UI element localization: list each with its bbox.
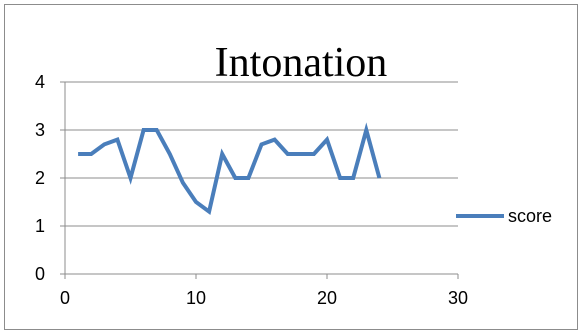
x-tick-labels: 0 10 20 30 (60, 288, 468, 308)
series-line-score (78, 122, 382, 216)
axes (60, 81, 459, 279)
series-layer (78, 122, 382, 216)
x-tick-label: 20 (317, 288, 337, 308)
legend-label: score (508, 206, 552, 226)
y-tick-label: 1 (35, 216, 45, 236)
x-tick-label: 10 (186, 288, 206, 308)
chart-frame (4, 4, 578, 330)
chart-title: Intonation (215, 40, 388, 86)
x-tick-label: 0 (60, 288, 70, 308)
y-tick-label: 0 (35, 264, 45, 284)
y-tick-label: 3 (35, 120, 45, 140)
y-tick-label: 4 (35, 72, 45, 92)
y-tick-label: 2 (35, 168, 45, 188)
legend: score (456, 206, 552, 226)
x-tick-label: 30 (448, 288, 468, 308)
y-tick-labels: 0 1 2 3 4 (35, 72, 45, 284)
